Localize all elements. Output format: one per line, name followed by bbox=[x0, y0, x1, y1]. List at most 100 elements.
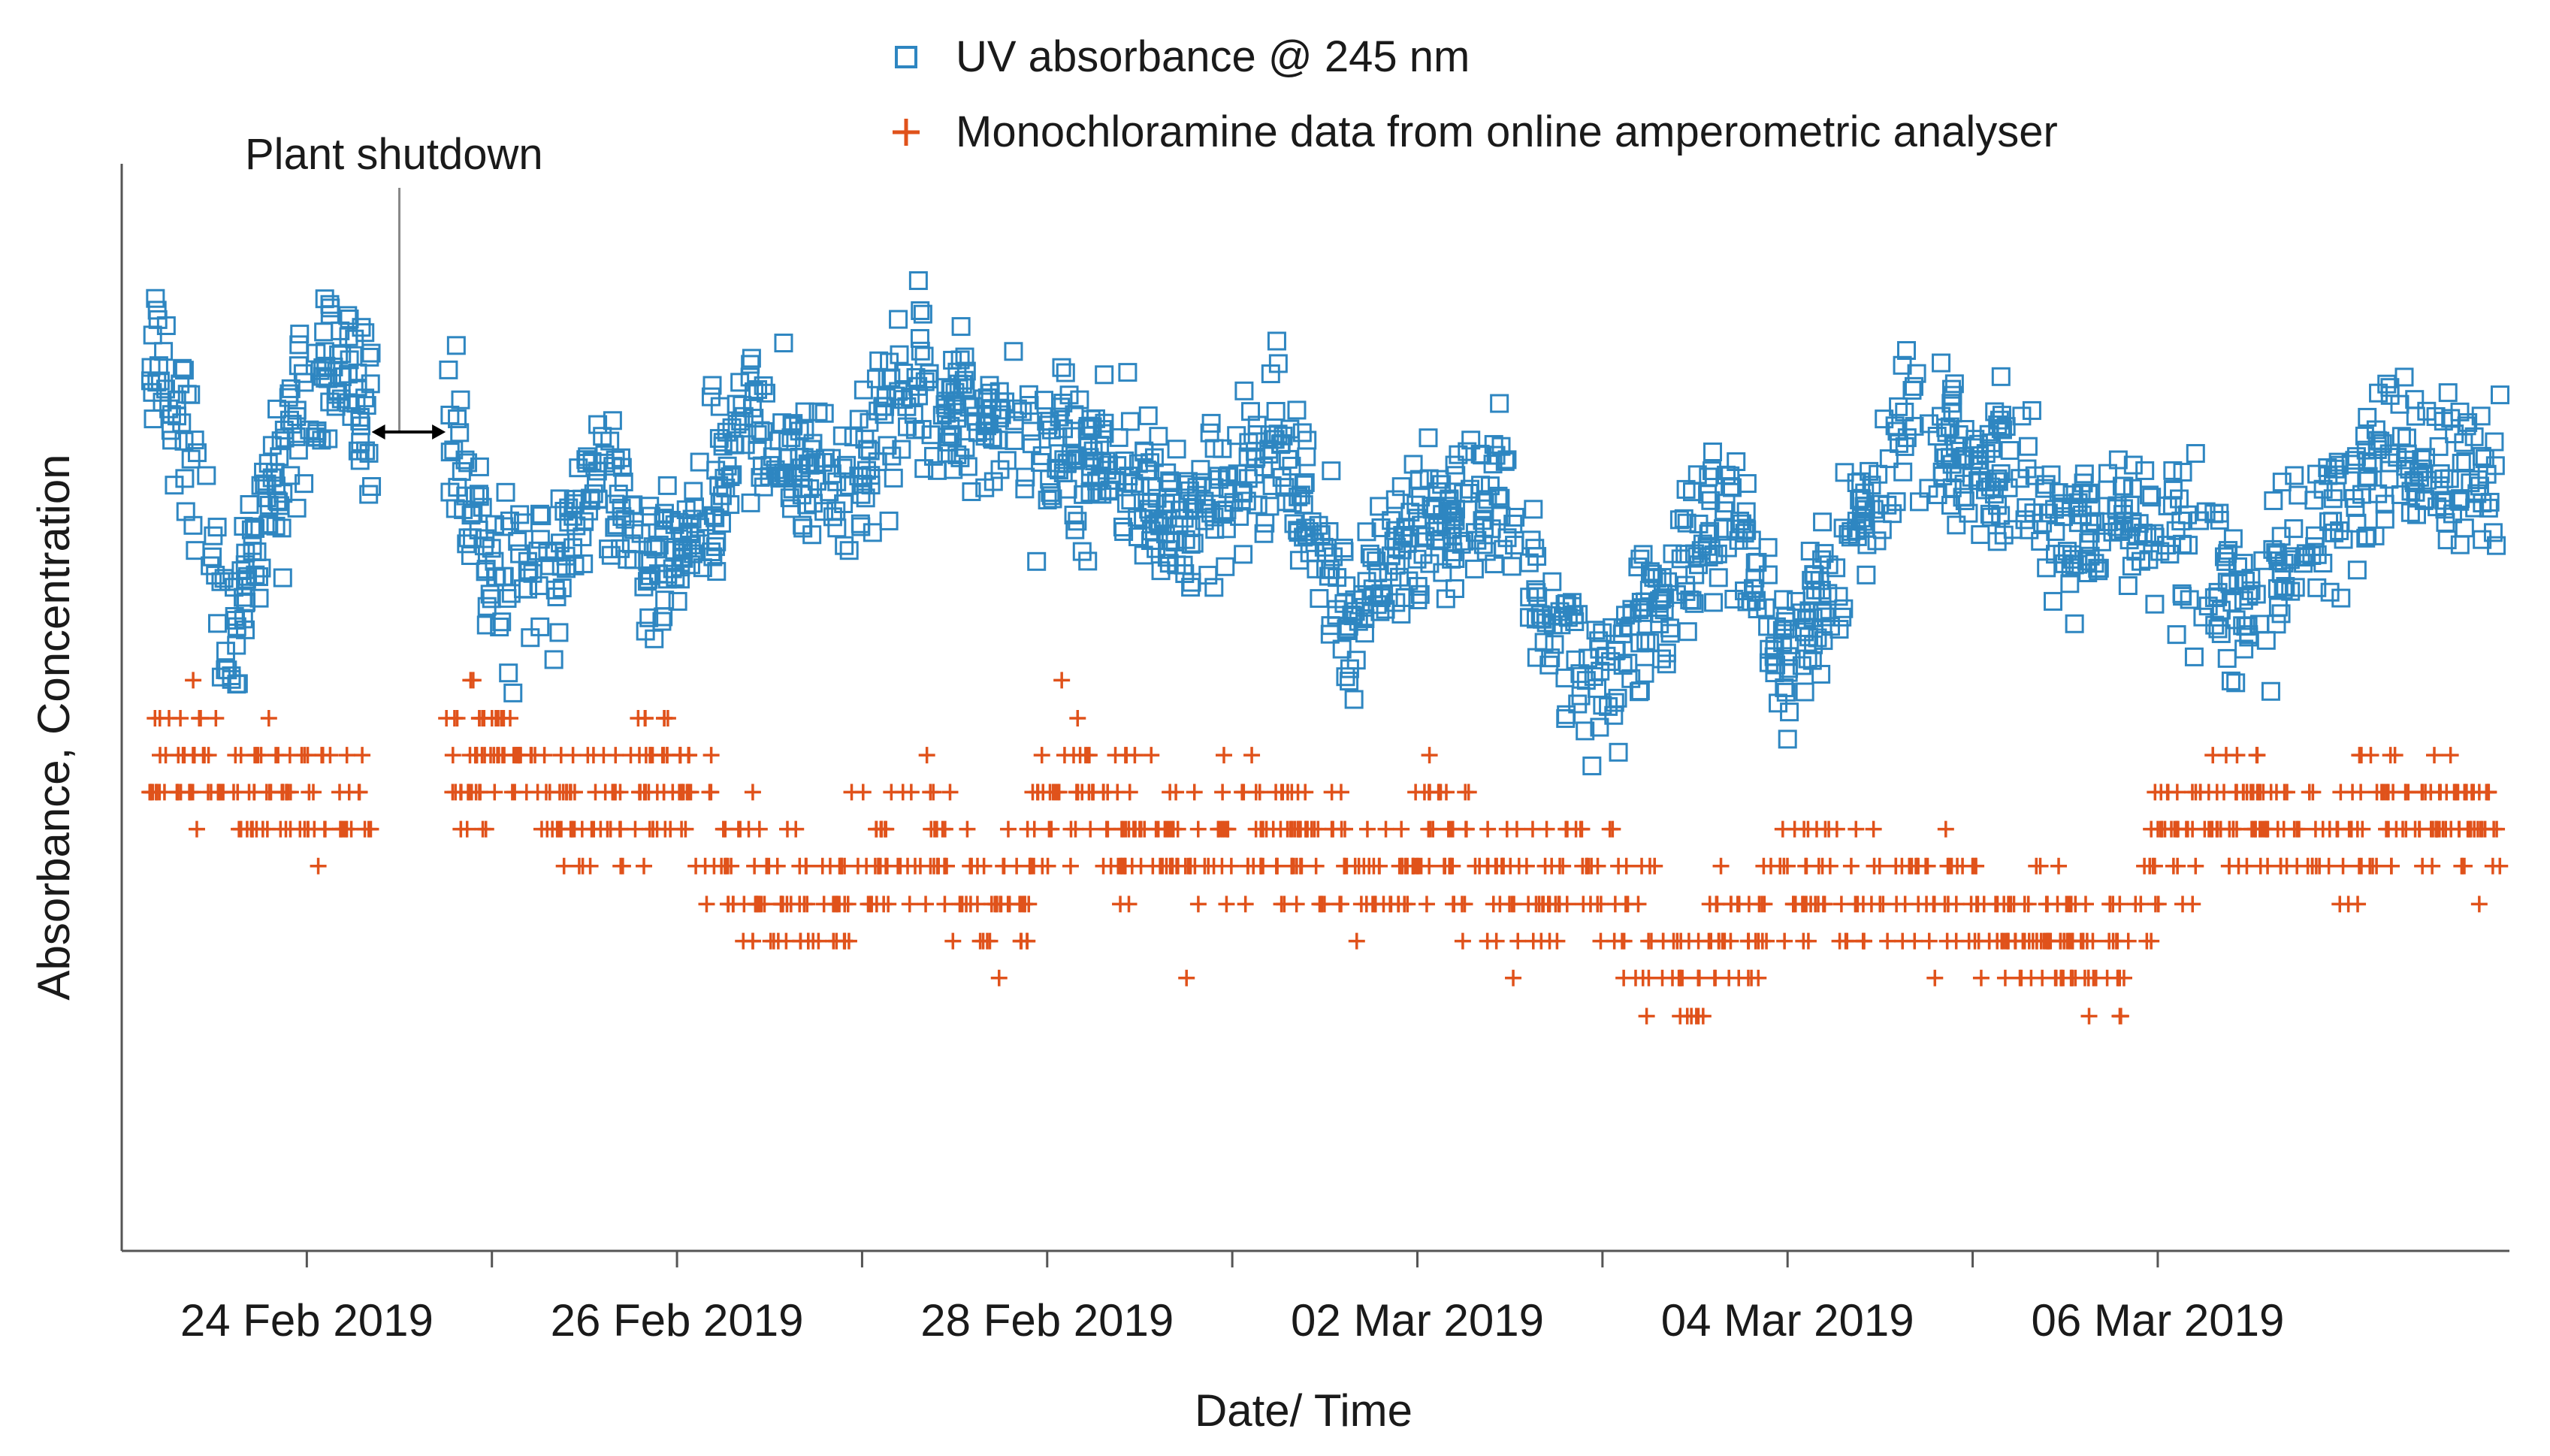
uv-absorbance-point bbox=[624, 550, 644, 569]
uv-absorbance-point bbox=[227, 636, 246, 655]
plant-shutdown-annotation: Plant shutdown bbox=[245, 130, 543, 440]
uv-absorbance-points bbox=[140, 271, 2509, 775]
uv-absorbance-point bbox=[1050, 461, 1069, 480]
monochloramine-point bbox=[2032, 857, 2049, 875]
uv-absorbance-point bbox=[497, 589, 517, 609]
uv-absorbance-point bbox=[1408, 590, 1428, 609]
monochloramine-point bbox=[1919, 857, 1936, 875]
uv-absorbance-point bbox=[1570, 664, 1590, 684]
uv-absorbance-point bbox=[766, 460, 785, 479]
uv-absorbance-point bbox=[882, 446, 902, 466]
uv-absorbance-point bbox=[1115, 451, 1135, 470]
uv-absorbance-point bbox=[1775, 678, 1794, 697]
uv-absorbance-point bbox=[1636, 631, 1656, 651]
monochloramine-point bbox=[2352, 784, 2370, 801]
uv-absorbance-point bbox=[2400, 503, 2420, 522]
monochloramine-point bbox=[659, 709, 676, 726]
monochloramine-point bbox=[574, 857, 591, 875]
uv-absorbance-point bbox=[339, 327, 358, 346]
monochloramine-point bbox=[1214, 784, 1231, 801]
uv-absorbance-point bbox=[2267, 615, 2286, 634]
uv-absorbance-point bbox=[314, 322, 334, 342]
uv-absorbance-point bbox=[1247, 415, 1267, 435]
monochloramine-point bbox=[1454, 932, 1471, 950]
uv-absorbance-point bbox=[2228, 557, 2247, 576]
uv-absorbance-point bbox=[2369, 383, 2388, 403]
uv-absorbance-point bbox=[1867, 531, 1887, 551]
uv-absorbance-point bbox=[2345, 451, 2364, 470]
uv-absorbance-point bbox=[1473, 511, 1492, 530]
uv-absorbance-point bbox=[1565, 612, 1585, 631]
monochloramine-point bbox=[2042, 932, 2059, 950]
uv-absorbance-point bbox=[713, 436, 733, 456]
uv-absorbance-point bbox=[140, 371, 160, 391]
uv-absorbance-point bbox=[2238, 616, 2258, 636]
uv-absorbance-point bbox=[603, 411, 622, 430]
uv-absorbance-point bbox=[316, 356, 336, 376]
uv-absorbance-point bbox=[262, 436, 282, 455]
uv-absorbance-point bbox=[1056, 363, 1075, 382]
uv-absorbance-point bbox=[490, 618, 509, 637]
uv-absorbance-point bbox=[2060, 574, 2080, 594]
monochloramine-point bbox=[769, 857, 786, 875]
uv-absorbance-point bbox=[2204, 504, 2224, 524]
uv-absorbance-point bbox=[2271, 604, 2291, 624]
uv-absorbance-point bbox=[1502, 557, 1521, 576]
uv-absorbance-point bbox=[889, 310, 908, 329]
uv-absorbance-point bbox=[530, 504, 549, 524]
uv-absorbance-point bbox=[1201, 413, 1221, 433]
monochloramine-point bbox=[2424, 857, 2441, 875]
uv-absorbance-point bbox=[2483, 523, 2503, 542]
monochloramine-point bbox=[508, 747, 525, 764]
uv-absorbance-point bbox=[183, 515, 203, 535]
monochloramine-point bbox=[1013, 932, 1030, 950]
uv-absorbance-point bbox=[2263, 539, 2283, 559]
uv-absorbance-point bbox=[146, 288, 165, 308]
monochloramine-point bbox=[1589, 896, 1606, 913]
uv-absorbance-point bbox=[1216, 557, 1235, 576]
uv-absorbance-point bbox=[1391, 477, 1411, 497]
uv-absorbance-point bbox=[624, 495, 643, 515]
uv-absorbance-point bbox=[236, 620, 255, 639]
uv-absorbance-point bbox=[964, 397, 983, 416]
uv-absorbance-point bbox=[1068, 512, 1087, 531]
monochloramine-point bbox=[1573, 820, 1591, 838]
uv-absorbance-point bbox=[1991, 367, 2011, 386]
uv-absorbance-point bbox=[2355, 426, 2374, 446]
uv-absorbance-point bbox=[1940, 417, 1959, 436]
uv-absorbance-point bbox=[1703, 443, 1723, 462]
monochloramine-point bbox=[231, 820, 248, 838]
monochloramine-point bbox=[305, 784, 322, 801]
monochloramine-point bbox=[2301, 784, 2318, 801]
monochloramine-point bbox=[1866, 857, 1883, 875]
uv-absorbance-point bbox=[2365, 526, 2385, 545]
monochloramine-point bbox=[1774, 820, 1791, 838]
monochloramine-point bbox=[2230, 857, 2247, 875]
monochloramine-point bbox=[1996, 969, 2014, 986]
monochloramine-point bbox=[1527, 896, 1545, 913]
uv-absorbance-point bbox=[1601, 652, 1621, 672]
uv-absorbance-point bbox=[1829, 620, 1849, 639]
uv-absorbance-point bbox=[219, 572, 239, 591]
monochloramine-point bbox=[2470, 896, 2488, 913]
uv-absorbance-point bbox=[2033, 513, 2053, 533]
uv-absorbance-point bbox=[351, 416, 370, 436]
uv-absorbance-point bbox=[600, 431, 620, 451]
uv-absorbance-point bbox=[975, 427, 995, 446]
uv-absorbance-point bbox=[844, 427, 863, 447]
monochloramine-point bbox=[901, 896, 918, 913]
uv-absorbance-point bbox=[1043, 489, 1062, 509]
uv-absorbance-point bbox=[1640, 562, 1660, 581]
uv-absorbance-point bbox=[320, 295, 340, 314]
uv-absorbance-point bbox=[1197, 499, 1216, 518]
monochloramine-point bbox=[1158, 857, 1175, 875]
uv-absorbance-point bbox=[2003, 520, 2023, 539]
monochloramine-point bbox=[2332, 784, 2349, 801]
legend-mono-label: Monochloramine data from online amperome… bbox=[956, 107, 2058, 156]
uv-absorbance-point bbox=[1745, 578, 1764, 598]
uv-absorbance-point bbox=[1879, 449, 1899, 469]
uv-absorbance-point bbox=[2123, 455, 2143, 475]
monochloramine-point bbox=[1432, 784, 1449, 801]
monochloramine-point bbox=[862, 896, 879, 913]
monochloramine-point bbox=[1592, 932, 1609, 950]
